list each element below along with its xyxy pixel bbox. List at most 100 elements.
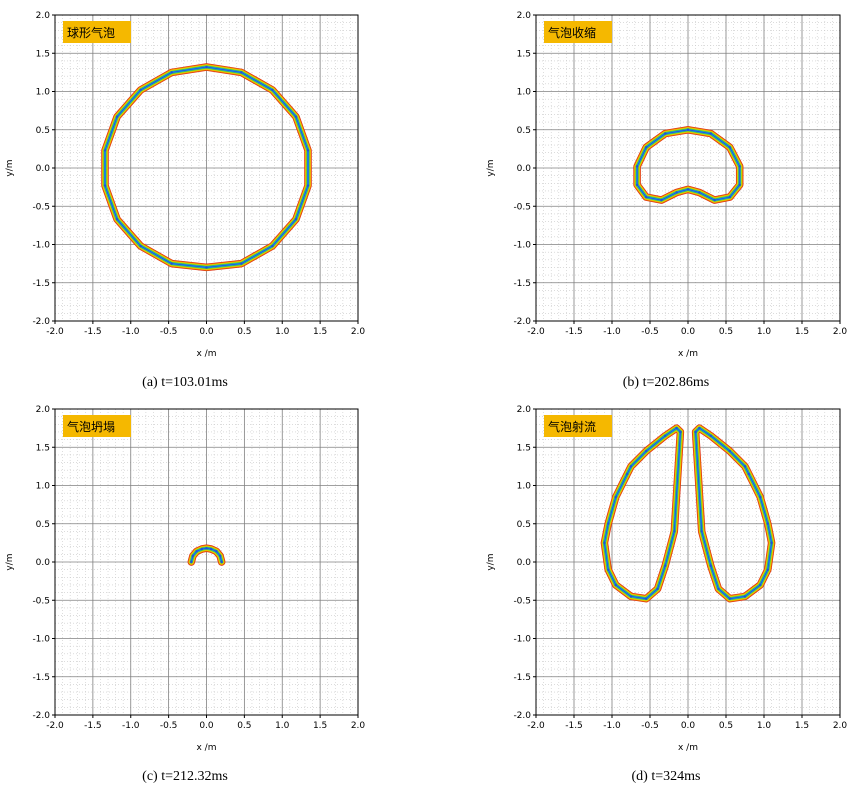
y-tick-label: 0.5	[36, 126, 50, 136]
x-tick-label: 2.0	[833, 327, 848, 337]
data-point	[607, 568, 610, 571]
data-point	[200, 547, 204, 551]
chart-panel: -2.0 -1.5 -1.0 -0.5 0.0 0.5 1.0 1.5 2.0 -2.0 -1.5 -…	[486, 11, 847, 390]
data-point	[728, 449, 731, 453]
series-group	[187, 544, 226, 566]
data-point	[629, 595, 633, 598]
x-tick-label: 0.5	[237, 721, 251, 731]
y-tick-label: 2.0	[517, 405, 532, 415]
data-point	[294, 115, 298, 118]
data-point	[709, 564, 712, 568]
x-tick-label: -0.5	[641, 327, 659, 337]
data-point	[664, 132, 667, 135]
data-point	[626, 472, 629, 476]
data-point	[294, 218, 298, 221]
data-point	[675, 426, 678, 430]
y-tick-label: -0.5	[32, 596, 50, 606]
data-point	[738, 165, 741, 168]
data-point	[766, 568, 769, 571]
data-point	[728, 195, 731, 199]
data-point	[614, 583, 617, 587]
data-point	[614, 495, 617, 499]
x-tick-label: -2.0	[527, 721, 545, 731]
data-point	[635, 183, 639, 187]
x-tick-label: -1.0	[122, 721, 140, 731]
data-point	[603, 541, 606, 545]
data-point	[607, 522, 610, 525]
panel-badge	[544, 21, 612, 43]
y-axis-label: y/m	[486, 159, 496, 176]
x-tick-label: 0.5	[237, 327, 251, 337]
data-point	[306, 149, 310, 152]
data-point	[139, 88, 142, 92]
panel-badge	[63, 415, 131, 437]
panel-badge-label: 气泡坍塌	[67, 419, 115, 434]
x-tick-label: -1.5	[565, 721, 583, 731]
data-point	[656, 587, 659, 590]
data-point	[115, 218, 119, 221]
data-point	[205, 547, 208, 550]
data-point	[743, 595, 747, 598]
data-point	[743, 465, 747, 468]
data-point	[709, 434, 712, 437]
x-tick-label: -1.5	[565, 327, 583, 337]
y-tick-label: 1.0	[517, 482, 532, 492]
panel-caption: (b) t=202.86ms	[623, 375, 709, 390]
data-point	[103, 184, 107, 187]
data-point	[190, 560, 193, 564]
x-tick-label: -1.0	[603, 327, 621, 337]
y-tick-label: 1.5	[517, 443, 531, 453]
y-tick-label: 0.0	[517, 558, 532, 568]
x-tick-label: 1.5	[313, 721, 327, 731]
y-tick-label: -2.0	[32, 711, 50, 721]
data-point	[709, 132, 712, 135]
x-axis-label: x /m	[678, 349, 698, 359]
data-point	[635, 165, 639, 168]
data-point	[629, 465, 633, 468]
data-point	[664, 564, 667, 568]
x-tick-label: -0.5	[641, 721, 659, 731]
panel-caption: (d) t=324ms	[632, 769, 701, 784]
data-point	[686, 128, 690, 131]
x-tick-label: 2.0	[833, 721, 848, 731]
x-tick-label: 0.0	[681, 327, 696, 337]
y-tick-label: -1.0	[32, 241, 50, 251]
data-point	[679, 430, 682, 434]
x-tick-label: 1.5	[313, 327, 327, 337]
data-point	[766, 522, 769, 525]
y-tick-label: -0.5	[513, 202, 531, 212]
y-tick-label: -1.0	[513, 635, 531, 645]
x-axis-label: x /m	[197, 349, 217, 359]
y-tick-label: 1.5	[36, 49, 50, 59]
x-tick-label: 1.0	[757, 327, 772, 337]
y-tick-label: -1.0	[32, 635, 50, 645]
y-axis-label: y/m	[5, 159, 15, 176]
y-tick-label: 0.5	[517, 126, 531, 136]
data-point	[747, 472, 750, 476]
x-tick-label: 1.0	[275, 327, 290, 337]
data-point	[686, 188, 690, 191]
data-point	[759, 495, 762, 499]
data-point	[139, 244, 142, 248]
data-point	[673, 530, 676, 533]
chart-panel: -2.0 -1.5 -1.0 -0.5 0.0 0.5 1.0 1.5 2.0 -2.0 -1.5 -…	[5, 405, 365, 784]
x-tick-label: 0.5	[719, 327, 733, 337]
y-tick-label: 0.5	[36, 520, 50, 530]
chart-panel: -2.0 -1.5 -1.0 -0.5 0.0 0.5 1.0 1.5 2.0 -2.0 -1.5 -…	[486, 405, 847, 784]
data-point	[645, 449, 648, 453]
data-point	[728, 597, 731, 600]
data-point	[738, 183, 741, 187]
y-tick-label: 2.0	[36, 405, 51, 415]
x-tick-label: 1.0	[757, 721, 772, 731]
x-tick-label: 2.0	[351, 327, 366, 337]
data-point	[728, 146, 731, 149]
x-tick-label: -2.0	[46, 721, 64, 731]
data-point	[170, 262, 173, 265]
data-point	[218, 554, 222, 558]
data-point	[645, 195, 648, 199]
data-point	[698, 426, 701, 430]
panel-badge	[63, 21, 131, 43]
data-point	[220, 560, 223, 564]
data-point	[170, 71, 173, 74]
